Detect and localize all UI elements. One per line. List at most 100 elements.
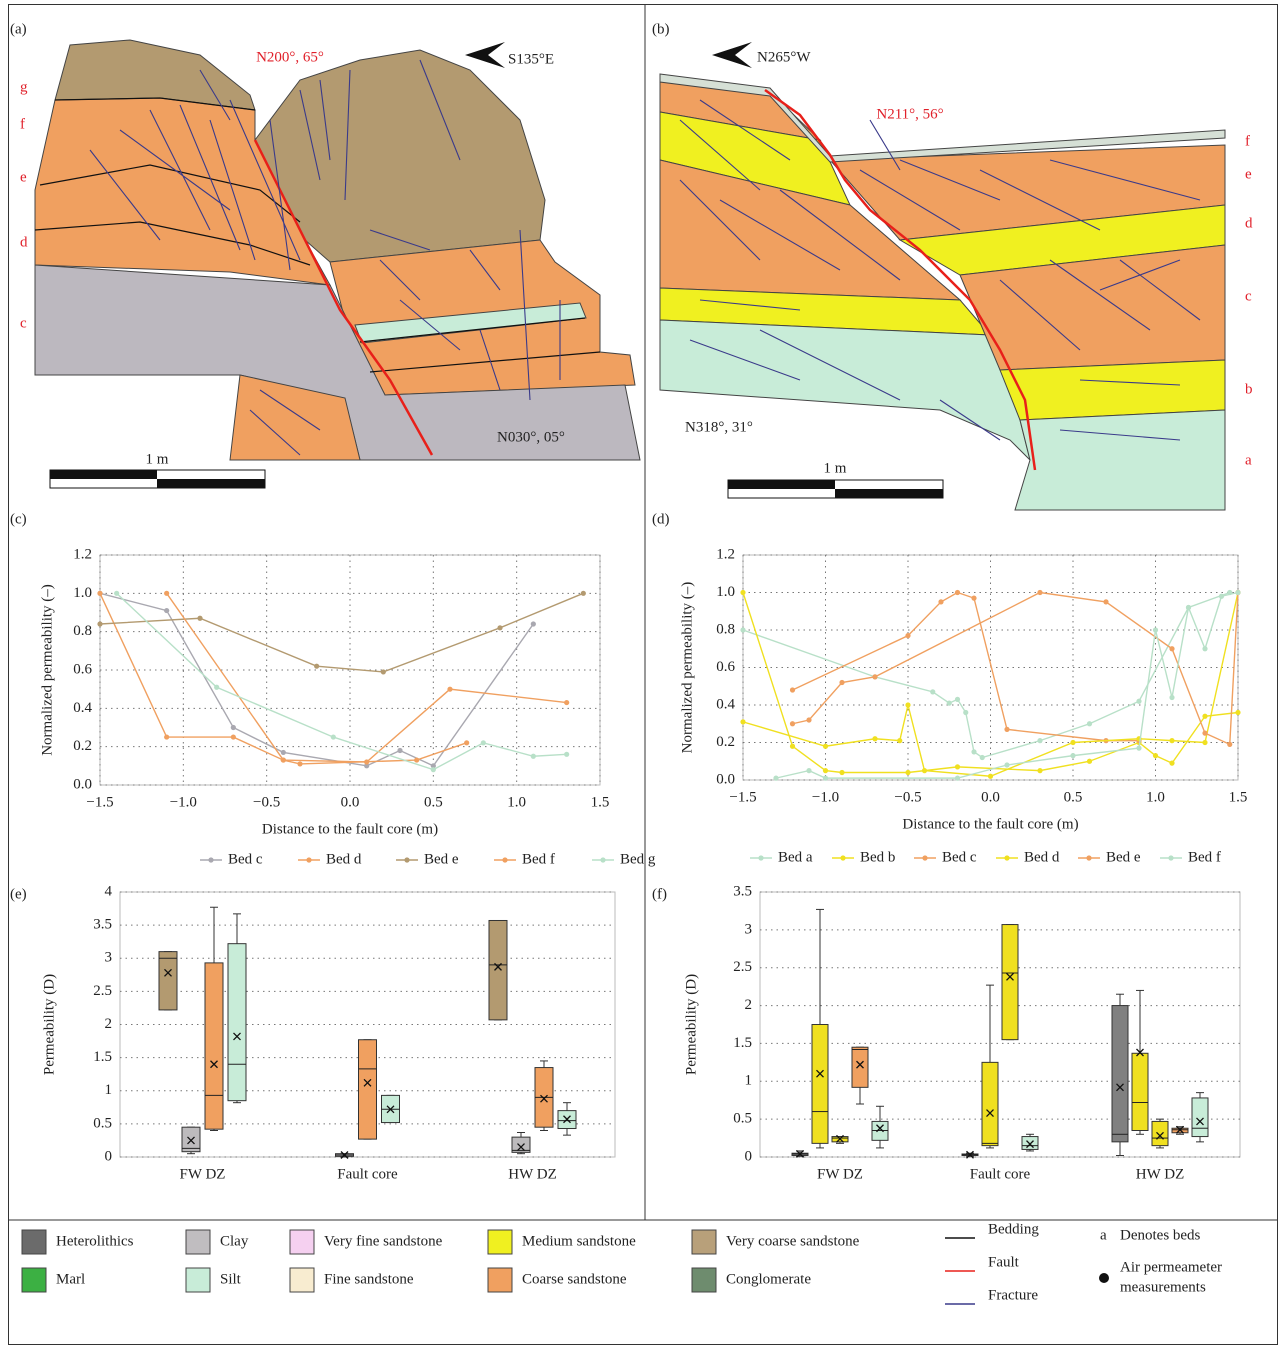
y-tick-label: 1.5 [93, 1049, 112, 1065]
data-point [905, 702, 910, 707]
data-point [231, 734, 236, 739]
legend-label: Bed f [1188, 849, 1221, 865]
data-point [1004, 727, 1009, 732]
y-tick-label: 1 [105, 1082, 113, 1098]
box [982, 1062, 998, 1145]
legend-swatch [600, 857, 605, 862]
y-axis-label: Normalized permeability (–) [39, 584, 55, 756]
data-point [1169, 646, 1174, 651]
scale-label: 1 m [146, 451, 169, 467]
series-line [743, 593, 1230, 758]
data-point [381, 669, 386, 674]
legend-swatch [1086, 855, 1091, 860]
legend-label: Air permeameter [1120, 1259, 1222, 1275]
x-tick-label: 1.5 [1229, 789, 1248, 805]
north-arrow [465, 42, 505, 68]
legend-swatch [488, 1230, 512, 1254]
data-point [980, 755, 985, 760]
figure: (a) N200°, 65° S135°E g f e d c N030°, 0… [0, 0, 1280, 1346]
x-tick-label: −0.5 [253, 794, 280, 810]
data-point [1087, 759, 1092, 764]
data-point [806, 768, 811, 773]
panel-label: (d) [652, 511, 670, 527]
data-point [1037, 738, 1042, 743]
fault-orientation: N200°, 65° [256, 49, 324, 65]
y-tick-label: 1.0 [73, 585, 92, 601]
data-point [1186, 605, 1191, 610]
legend-swatch [186, 1230, 210, 1254]
data-point [1004, 762, 1009, 767]
legend-label: Bed a [778, 849, 813, 865]
legend-swatch [290, 1268, 314, 1292]
data-point [531, 621, 536, 626]
y-tick-label: 3 [105, 950, 113, 966]
panel-label: (a) [10, 21, 27, 37]
legend-label: Bed e [424, 851, 459, 867]
bed-letter: b [1245, 381, 1253, 397]
legend-label: Fracture [988, 1287, 1038, 1303]
data-point [955, 697, 960, 702]
panel-label: (e) [10, 886, 27, 902]
data-point [1227, 742, 1232, 747]
legend-label: Very fine sandstone [324, 1233, 443, 1249]
legend-swatch [1004, 855, 1009, 860]
data-point [414, 757, 419, 762]
data-point [331, 734, 336, 739]
data-point [790, 687, 795, 692]
data-point [823, 744, 828, 749]
y-tick-label: 2.5 [733, 959, 752, 975]
direction-label: N265°W [757, 49, 811, 65]
y-tick-label: 1.2 [716, 546, 735, 562]
data-point [1037, 590, 1042, 595]
x-tick-label: −1.0 [170, 794, 197, 810]
data-point [955, 590, 960, 595]
legend-symbol: a [1100, 1227, 1107, 1243]
data-point [581, 591, 586, 596]
bedding-orientation: N318°, 31° [685, 419, 753, 435]
data-point [531, 754, 536, 759]
box [1022, 1137, 1038, 1150]
data-point [823, 776, 828, 781]
data-point [97, 621, 102, 626]
data-point [1169, 761, 1174, 766]
legend-swatch [306, 857, 311, 862]
y-axis-label: Permeability (D) [683, 974, 699, 1075]
y-tick-label: 2.5 [93, 983, 112, 999]
data-point [114, 591, 119, 596]
north-arrow [712, 42, 752, 68]
fault-orientation: N211°, 56° [876, 106, 943, 122]
legend-label: Silt [220, 1271, 242, 1287]
legend-label: Bedding [988, 1221, 1039, 1237]
data-point [1070, 740, 1075, 745]
legend-label: Bed c [942, 849, 977, 865]
y-tick-label: 3.5 [93, 917, 112, 933]
legend-swatch [290, 1230, 314, 1254]
series-line [100, 593, 583, 672]
y-tick-label: 0.5 [93, 1115, 112, 1131]
y-tick-label: 1.0 [716, 584, 735, 600]
legend-label: Bed d [1024, 849, 1060, 865]
data-point [955, 776, 960, 781]
legend-label: Bed f [522, 851, 555, 867]
legend-label: measurements [1120, 1279, 1206, 1295]
x-axis-label: Distance to the fault core (m) [262, 821, 438, 837]
data-point [214, 685, 219, 690]
x-tick-label: Fault core [970, 1166, 1031, 1182]
data-point [872, 674, 877, 679]
data-point [872, 736, 877, 741]
data-point [1103, 599, 1108, 604]
box [228, 944, 246, 1101]
x-tick-label: FW DZ [180, 1166, 226, 1182]
data-point [1202, 731, 1207, 736]
y-tick-label: 0.6 [716, 659, 735, 675]
box [812, 1025, 828, 1144]
data-point [1136, 746, 1141, 751]
box [1002, 925, 1018, 1040]
x-tick-label: −0.5 [894, 789, 921, 805]
bed-letter: c [1245, 288, 1252, 304]
y-tick-label: 0.4 [716, 696, 735, 712]
data-point [1202, 740, 1207, 745]
data-point [97, 591, 102, 596]
data-point [971, 596, 976, 601]
legend-dot [1099, 1273, 1109, 1283]
